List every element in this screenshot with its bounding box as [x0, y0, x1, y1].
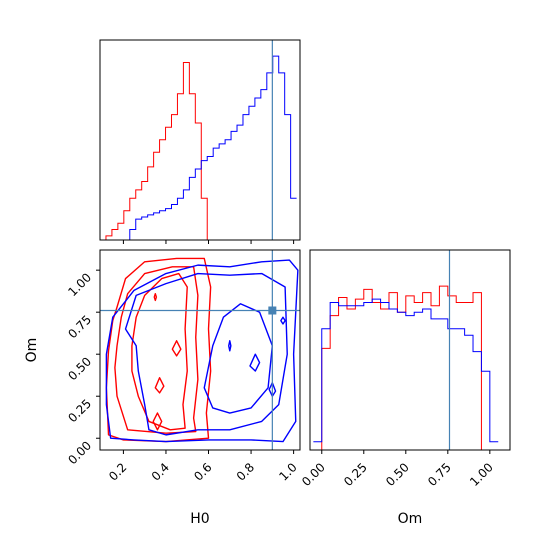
om-marginal-panel: 0.00 0.25 0.50 0.75 1.00 Om	[299, 249, 511, 527]
joint-contour-group	[105, 257, 299, 443]
h0-histogram-step	[100, 55, 297, 241]
joint-y-tick-label: 0.25	[65, 396, 94, 425]
h0-marginal-panel	[99, 39, 301, 244]
h0-histogram-layer	[100, 55, 297, 241]
joint-contour-line	[268, 382, 277, 397]
joint-x-axis-ticks: 0.2 0.4 0.6 0.8 1.0	[106, 450, 300, 484]
om-histogram-layer	[313, 285, 499, 451]
joint-x-tick-label: 0.8	[234, 460, 257, 483]
om-x-tick-label: 0.75	[425, 460, 454, 489]
joint-contour-line	[228, 340, 232, 352]
joint-y-tick-label: 0.50	[65, 354, 94, 383]
joint-y-axis-ticks: 0.00 0.25 0.50 0.75 1.00	[65, 269, 100, 467]
joint-contour-layer	[105, 257, 299, 443]
joint-contour-line	[154, 377, 165, 394]
joint-x-tick-label: 0.2	[106, 460, 129, 483]
h0-marginal-frame	[99, 39, 301, 241]
om-x-tick-label: 0.50	[383, 460, 412, 489]
joint-contour-line	[249, 353, 261, 372]
joint-y-tick-label: 0.75	[65, 312, 94, 341]
joint-contour-line	[171, 340, 182, 357]
joint-frame	[99, 249, 301, 451]
joint-y-tick-label: 1.00	[65, 270, 94, 299]
om-xlabel: Om	[398, 511, 423, 527]
joint-xlabel: H0	[190, 511, 209, 527]
joint-contour-line	[124, 272, 288, 436]
joint-contour-line	[152, 412, 163, 431]
om-x-tick-label: 0.00	[299, 460, 328, 489]
om-marginal-frame	[309, 249, 511, 451]
joint-contour-line	[114, 266, 199, 434]
h0-marginal-ticks	[122, 240, 295, 244]
om-x-axis-ticks: 0.00 0.25 0.50 0.75 1.00	[299, 450, 496, 489]
om-x-tick-label: 1.00	[467, 460, 496, 489]
joint-x-tick-label: 0.4	[149, 460, 172, 483]
joint-x-tick-label: 0.6	[191, 460, 214, 483]
om-x-tick-label: 0.25	[341, 460, 370, 489]
joint-y-tick-label: 0.00	[65, 438, 94, 467]
joint-contour-line	[153, 292, 158, 302]
joint-contour-panel: 0.2 0.4 0.6 0.8 1.0 0.000.250.500.751.00 H0 …	[24, 249, 301, 527]
om-histogram-step	[313, 298, 499, 443]
joint-truth-marker	[268, 306, 277, 315]
joint-ylabel: Om	[24, 338, 40, 363]
joint-contour-line	[203, 303, 274, 414]
joint-contour-line	[105, 259, 299, 443]
joint-contour-line	[280, 316, 286, 325]
joint-x-tick-label: 1.0	[276, 460, 299, 483]
om-histogram-step	[313, 285, 499, 451]
